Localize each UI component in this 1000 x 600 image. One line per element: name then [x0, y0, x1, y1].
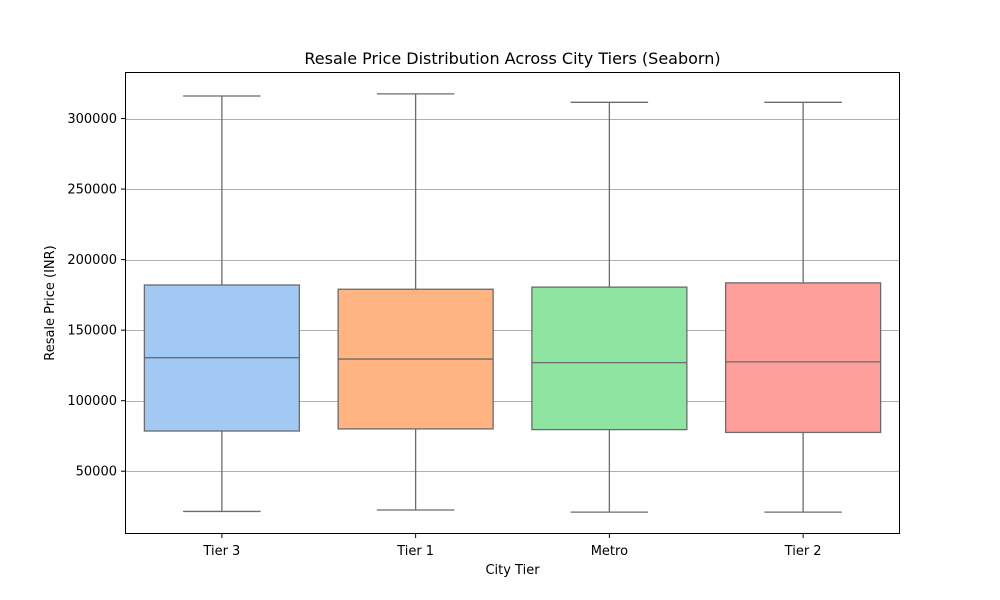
x-axis-label: City Tier	[485, 563, 540, 578]
y-tick-label: 50000	[76, 465, 117, 480]
iqr-box	[531, 286, 688, 431]
y-tick-label: 100000	[67, 394, 117, 409]
y-axis-label: Resale Price (INR)	[43, 245, 58, 361]
chart-title: Resale Price Distribution Across City Ti…	[304, 49, 720, 68]
y-tick-label: 200000	[67, 253, 117, 268]
box-series	[143, 93, 882, 513]
axis-ticks: 50000 100000 150000 200000 250000 300000 Tier …	[67, 112, 821, 559]
y-tick-label: 300000	[67, 112, 117, 127]
iqr-box	[724, 282, 882, 434]
x-tick-label: Tier 1	[396, 544, 434, 559]
box-metro	[531, 101, 688, 513]
plot-frame	[125, 72, 900, 534]
x-tick-label: Metro	[591, 544, 628, 559]
y-tick-label: 150000	[67, 324, 117, 339]
y-tick-label: 250000	[67, 183, 117, 198]
box-tier-1	[337, 93, 494, 511]
box-tier-2	[724, 101, 882, 513]
x-tick-label: Tier 2	[784, 544, 822, 559]
x-tick-label: Tier 3	[202, 544, 240, 559]
box-tier-3	[143, 95, 301, 513]
